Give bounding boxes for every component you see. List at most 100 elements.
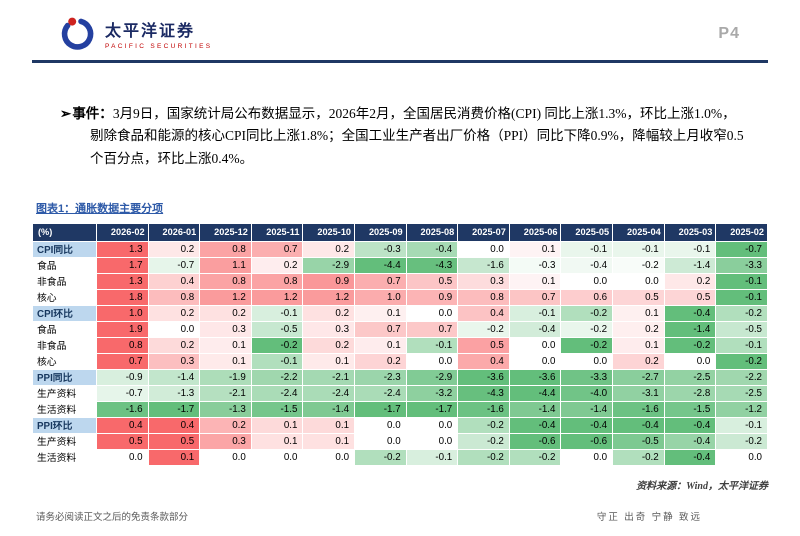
heatmap-cell: 0.4 — [147, 272, 201, 290]
heatmap-cell: -2.5 — [663, 368, 717, 386]
heatmap-cell: 0.3 — [199, 432, 252, 450]
heatmap-cell: 0.5 — [405, 272, 459, 290]
heatmap-cell: -3.3 — [715, 256, 768, 274]
column-header: 2025-03 — [663, 222, 717, 242]
heatmap-cell: 0.1 — [250, 416, 304, 434]
heatmap-cell: 0.2 — [663, 272, 717, 290]
row-label: 非食品 — [32, 272, 97, 290]
heatmap-cell: 1.2 — [250, 288, 304, 306]
heatmap-cell: 0.0 — [663, 352, 717, 370]
heatmap-cell: -1.6 — [457, 256, 510, 274]
heatmap-cell: 0.0 — [405, 304, 459, 322]
heatmap-cell: 0.2 — [199, 416, 252, 434]
heatmap-cell: 0.4 — [96, 416, 149, 434]
event-section: ➢事件：3月9日，国家统计局公布数据显示，2026年2月，全国居民消费价格(CP… — [60, 103, 748, 170]
heatmap-cell: -2.8 — [663, 384, 717, 402]
heatmap-cell: 0.0 — [560, 352, 614, 370]
heatmap-cell: 0.2 — [147, 240, 201, 258]
heatmap-cell: 0.5 — [96, 432, 149, 450]
heatmap-cell: -0.7 — [96, 384, 149, 402]
table-row: CPI环比 1.0 0.2 0.2 -0.1 0.2 0.1 0.0 0.4 -0.1 -0.2 0.… — [32, 304, 768, 322]
heatmap-cell: 0.5 — [147, 432, 201, 450]
row-label: CPI同比 — [32, 240, 97, 258]
row-label: 生活资料 — [32, 400, 97, 418]
table-row: 生产资料 -0.7 -1.3 -2.1 -2.4 -2.4 -2.4 -3.2 -4.3 -4.4… — [32, 384, 768, 402]
heatmap-cell: -0.1 — [250, 352, 304, 370]
heatmap-cell: -2.4 — [354, 384, 407, 402]
heatmap-cell: 0.6 — [560, 288, 614, 306]
event-label: 事件： — [72, 106, 113, 121]
heatmap-cell: 0.2 — [199, 304, 252, 322]
heatmap-cell: -4.3 — [457, 384, 510, 402]
heatmap-cell: 0.8 — [457, 288, 510, 306]
heatmap-cell: -1.4 — [663, 256, 717, 274]
heatmap-cell: 0.8 — [250, 272, 304, 290]
table-row: 生产资料 0.5 0.5 0.3 0.1 0.1 0.0 0.0 -0.2 -0.6 -0.6 -0.… — [32, 432, 768, 450]
heatmap-cell: 0.1 — [508, 272, 562, 290]
heatmap-cell: 1.3 — [96, 272, 149, 290]
heatmap-cell: 1.8 — [96, 288, 149, 306]
heatmap-cell: -0.2 — [508, 448, 562, 466]
heatmap-cell: -1.2 — [715, 400, 768, 418]
heatmap-cell: 0.4 — [147, 416, 201, 434]
heatmap-cell: 0.2 — [302, 304, 356, 322]
heatmap-cell: -0.4 — [560, 416, 614, 434]
heatmap-cell: -1.3 — [147, 384, 201, 402]
heatmap-cell: 0.0 — [405, 352, 459, 370]
column-header: 2025-09 — [354, 222, 407, 242]
arrow-bullet-icon: ➢ — [60, 106, 72, 121]
heatmap-cell: 0.7 — [96, 352, 149, 370]
column-header: 2025-12 — [199, 222, 252, 242]
heatmap-cell: -0.1 — [250, 304, 304, 322]
heatmap-cell: -1.4 — [302, 400, 356, 418]
column-header: 2025-05 — [560, 222, 614, 242]
heatmap-cell: 0.0 — [405, 432, 459, 450]
heatmap-cell: -0.7 — [147, 256, 201, 274]
heatmap-cell: -1.7 — [354, 400, 407, 418]
heatmap-cell: 0.0 — [354, 432, 407, 450]
heatmap-cell: 0.8 — [96, 336, 149, 354]
header-divider — [32, 60, 768, 63]
column-header: 2025-06 — [508, 222, 562, 242]
event-text: 3月9日，国家统计局公布数据显示，2026年2月，全国居民消费价格(CPI) 同… — [90, 106, 744, 166]
heatmap-cell: 0.1 — [302, 416, 356, 434]
heatmap-cell: 0.0 — [199, 448, 252, 466]
heatmap-cell: -0.6 — [560, 432, 614, 450]
heatmap-cell: -0.4 — [560, 256, 614, 274]
heatmap-cell: -0.1 — [508, 304, 562, 322]
heatmap-cell: -1.9 — [199, 368, 252, 386]
heatmap-cell: 0.0 — [612, 272, 665, 290]
heatmap-cell: -1.5 — [663, 400, 717, 418]
table-row: 核心 1.8 0.8 1.2 1.2 1.2 1.0 0.9 0.8 0.7 0.6 0.5 0.5 -0… — [32, 288, 768, 306]
heatmap-cell: -0.9 — [96, 368, 149, 386]
motto-text: 守正 出奇 宁静 致远 — [596, 513, 702, 523]
row-label: 食品 — [32, 256, 97, 274]
heatmap-cell: 0.7 — [508, 288, 562, 306]
heatmap-cell: -0.2 — [715, 432, 768, 450]
column-header: 2025-04 — [612, 222, 665, 242]
heatmap-cell: 0.7 — [354, 320, 407, 338]
heatmap-cell: 1.2 — [302, 288, 356, 306]
row-label: 食品 — [32, 320, 97, 338]
heatmap-cell: 0.3 — [147, 352, 201, 370]
table-row: PPI环比 0.4 0.4 0.2 0.1 0.1 0.0 0.0 -0.2 -0.4 -0.4 -0… — [32, 416, 768, 434]
heatmap-cell: 0.1 — [199, 336, 252, 354]
heatmap-cell: 0.2 — [147, 304, 201, 322]
heatmap-cell: 1.2 — [199, 288, 252, 306]
row-label: 生产资料 — [32, 384, 97, 402]
heatmap-cell: -1.4 — [560, 400, 614, 418]
heatmap-cell: -0.1 — [663, 240, 717, 258]
heatmap-cell: 0.0 — [250, 448, 304, 466]
heatmap-cell: -0.5 — [250, 320, 304, 338]
heatmap-cell: -0.2 — [457, 416, 510, 434]
heatmap-cell: -2.9 — [405, 368, 459, 386]
heatmap-cell: 0.8 — [199, 272, 252, 290]
heatmap-cell: 1.3 — [96, 240, 149, 258]
heatmap-cell: -2.9 — [302, 256, 356, 274]
row-label: 核心 — [32, 352, 97, 370]
heatmap-cell: 0.5 — [612, 288, 665, 306]
heatmap-cell: -0.2 — [560, 320, 614, 338]
row-label: CPI环比 — [32, 304, 97, 322]
heatmap-cell: 0.0 — [508, 336, 562, 354]
row-label: 生产资料 — [32, 432, 97, 450]
